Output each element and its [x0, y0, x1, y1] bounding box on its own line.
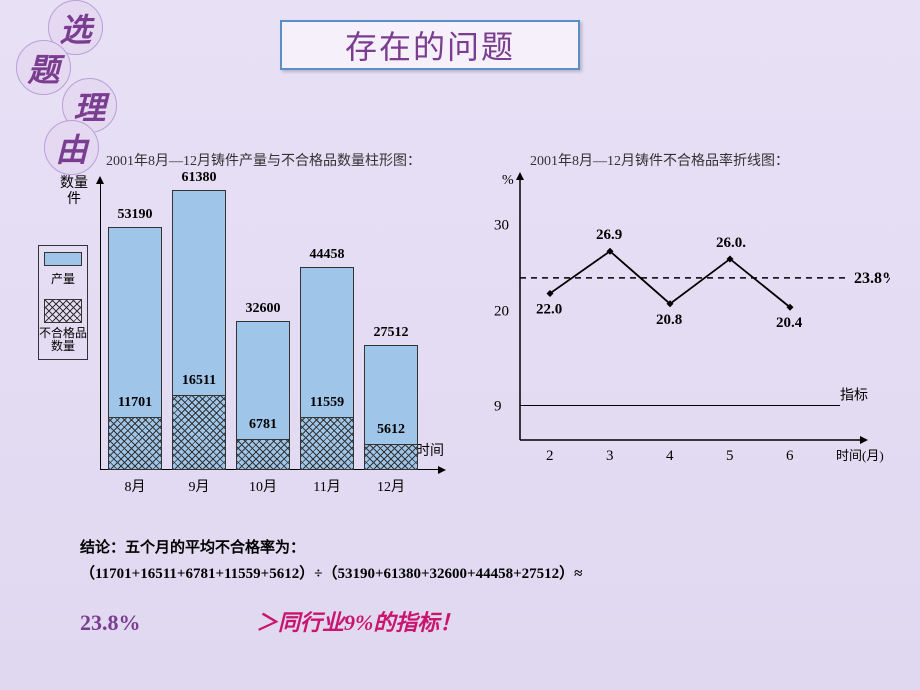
bar-value-production: 27512 [364, 325, 418, 341]
line-y-label: % [502, 173, 514, 188]
page-title: 存在的问题 [280, 20, 580, 70]
indicator-label: 指标 [840, 388, 868, 404]
bar-x-tick: 8月 [108, 476, 162, 496]
bar-value-defect: 5612 [364, 422, 418, 438]
bar-defect [364, 444, 418, 470]
legend-swatch-defect [44, 299, 82, 323]
line-value-label: 22.0 [536, 301, 562, 317]
result-line: 23.8% ＞同行业9%的指标！ [80, 605, 461, 637]
bar-defect [236, 439, 290, 470]
bar-y-label: 数量件 [60, 176, 88, 208]
bar-value-production: 61380 [172, 170, 226, 186]
line-x-label: 时间(月) [836, 448, 884, 463]
line-chart-svg: % 时间(月) 9 20 30 指标 23.8% 2 3 4 5 6 22.0 26.9 20.8 26.0.… [480, 170, 890, 490]
line-x-tick: 5 [726, 448, 734, 464]
bar-value-production: 53190 [108, 207, 162, 223]
line-y-tick: 30 [494, 217, 509, 233]
bar-x-tick: 12月 [364, 476, 418, 496]
bar-value-defect: 11701 [108, 395, 162, 411]
bar-y-axis-arrow [96, 176, 104, 184]
bar-x-tick: 11月 [300, 476, 354, 496]
conclusion-line2: （11701+16511+6781+11559+5612）÷（53190+613… [80, 561, 582, 587]
bar-value-production: 32600 [236, 301, 290, 317]
line-value-label: 26.9 [596, 227, 622, 243]
bar-legend: 产量 不合格品数量 [38, 245, 88, 360]
x-axis-arrow [860, 436, 868, 444]
bar-chart-title: 2001年8月—12月铸件产量与不合格品数量柱形图： [106, 150, 421, 170]
line-value-label: 20.4 [776, 315, 803, 331]
bar-x-label: 时间 [416, 440, 444, 460]
line-series [550, 251, 790, 307]
bar-x-axis-arrow [438, 466, 446, 474]
line-x-tick: 2 [546, 448, 554, 464]
conclusion-line1: 结论：五个月的平均不合格率为： [80, 535, 582, 561]
bar-defect [300, 417, 354, 470]
line-x-tick: 6 [786, 448, 794, 464]
result-comparison: ＞同行业9%的指标！ [256, 610, 461, 635]
bar-x-tick: 10月 [236, 476, 290, 496]
line-chart-title: 2001年8月—12月铸件不合格品率折线图： [530, 150, 789, 170]
line-value-label: 26.0. [716, 235, 746, 251]
bar-value-defect: 16511 [172, 373, 226, 389]
bar-defect [172, 395, 226, 470]
avg-label: 23.8% [854, 270, 890, 287]
line-x-tick: 4 [666, 448, 674, 464]
legend-swatch-production [44, 252, 82, 266]
bar-x-tick: 9月 [172, 476, 226, 496]
bar-chart: 时间 53190117018月61380165119月32600678110月4… [100, 170, 440, 500]
bar-value-defect: 11559 [300, 395, 354, 411]
y-axis-arrow [516, 172, 524, 180]
conclusion-block: 结论：五个月的平均不合格率为： （11701+16511+6781+11559+… [80, 535, 582, 587]
bar-value-production: 44458 [300, 247, 354, 263]
bar-value-defect: 6781 [236, 417, 290, 433]
line-x-tick: 3 [606, 448, 614, 464]
topic-bubble: 由 [44, 120, 99, 175]
line-value-label: 20.8 [656, 312, 682, 328]
legend-label-production: 产量 [39, 270, 87, 287]
bar-defect [108, 417, 162, 470]
bar-y-axis [100, 180, 101, 470]
legend-label-defect: 不合格品数量 [39, 327, 87, 353]
result-percent: 23.8% [80, 610, 141, 635]
line-y-tick: 9 [494, 399, 502, 415]
line-chart: % 时间(月) 9 20 30 指标 23.8% 2 3 4 5 6 22.0 26.9 20.8 26.0.… [480, 170, 890, 490]
topic-bubble: 题 [16, 40, 71, 95]
line-y-tick: 20 [494, 304, 509, 320]
